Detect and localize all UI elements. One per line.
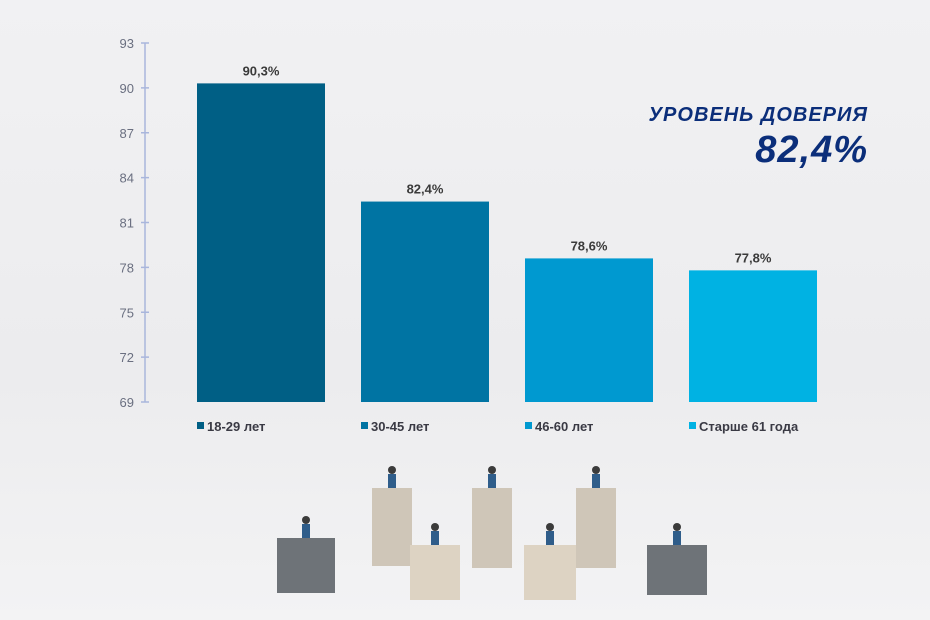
data-label: 77,8% xyxy=(735,250,772,265)
figurine-icon xyxy=(673,523,681,531)
figurine-body xyxy=(546,531,554,545)
figurine-body xyxy=(592,474,600,488)
bar xyxy=(361,201,489,402)
headline-value: 82,4% xyxy=(755,129,868,171)
figurine-body xyxy=(302,524,310,538)
bar xyxy=(525,258,653,402)
bar xyxy=(689,270,817,402)
y-tick-label: 81 xyxy=(120,216,134,231)
photo-block xyxy=(524,545,576,600)
figurine-icon xyxy=(546,523,554,531)
y-tick-label: 78 xyxy=(120,260,134,275)
photo-block xyxy=(372,488,412,566)
figurine-body xyxy=(431,531,439,545)
figurine-icon xyxy=(388,466,396,474)
figurine-icon xyxy=(592,466,600,474)
photo-block xyxy=(277,538,335,593)
legend-label: Старше 61 года xyxy=(699,419,799,434)
headline: УРОВЕНЬ ДОВЕРИЯ 82,4% xyxy=(649,104,868,172)
legend-swatch xyxy=(197,422,204,429)
y-tick-label: 75 xyxy=(120,305,134,320)
headline-title: УРОВЕНЬ ДОВЕРИЯ xyxy=(648,104,868,126)
figurine-body xyxy=(673,531,681,545)
figurine-body xyxy=(388,474,396,488)
legend-swatch xyxy=(361,422,368,429)
figurine-icon xyxy=(488,466,496,474)
photo-block xyxy=(410,545,460,600)
y-tick-label: 93 xyxy=(120,36,134,51)
legend-label: 46-60 лет xyxy=(535,419,593,434)
data-label: 82,4% xyxy=(407,182,444,197)
legend-swatch xyxy=(525,422,532,429)
legend-label: 18-29 лет xyxy=(207,419,265,434)
data-label: 78,6% xyxy=(571,238,608,253)
figurine-body xyxy=(488,474,496,488)
figurine-icon xyxy=(431,523,439,531)
photo-block xyxy=(576,488,616,568)
data-label: 90,3% xyxy=(243,63,280,78)
figurine-icon xyxy=(302,516,310,524)
y-tick-label: 87 xyxy=(120,126,134,141)
y-tick-label: 90 xyxy=(120,81,134,96)
legend-label: 30-45 лет xyxy=(371,419,429,434)
y-tick-label: 69 xyxy=(120,395,134,410)
legend-swatch xyxy=(689,422,696,429)
photo-block xyxy=(647,545,707,595)
photo-block xyxy=(472,488,512,568)
bar xyxy=(197,83,325,402)
y-tick-label: 84 xyxy=(120,171,134,186)
y-tick-label: 72 xyxy=(120,350,134,365)
